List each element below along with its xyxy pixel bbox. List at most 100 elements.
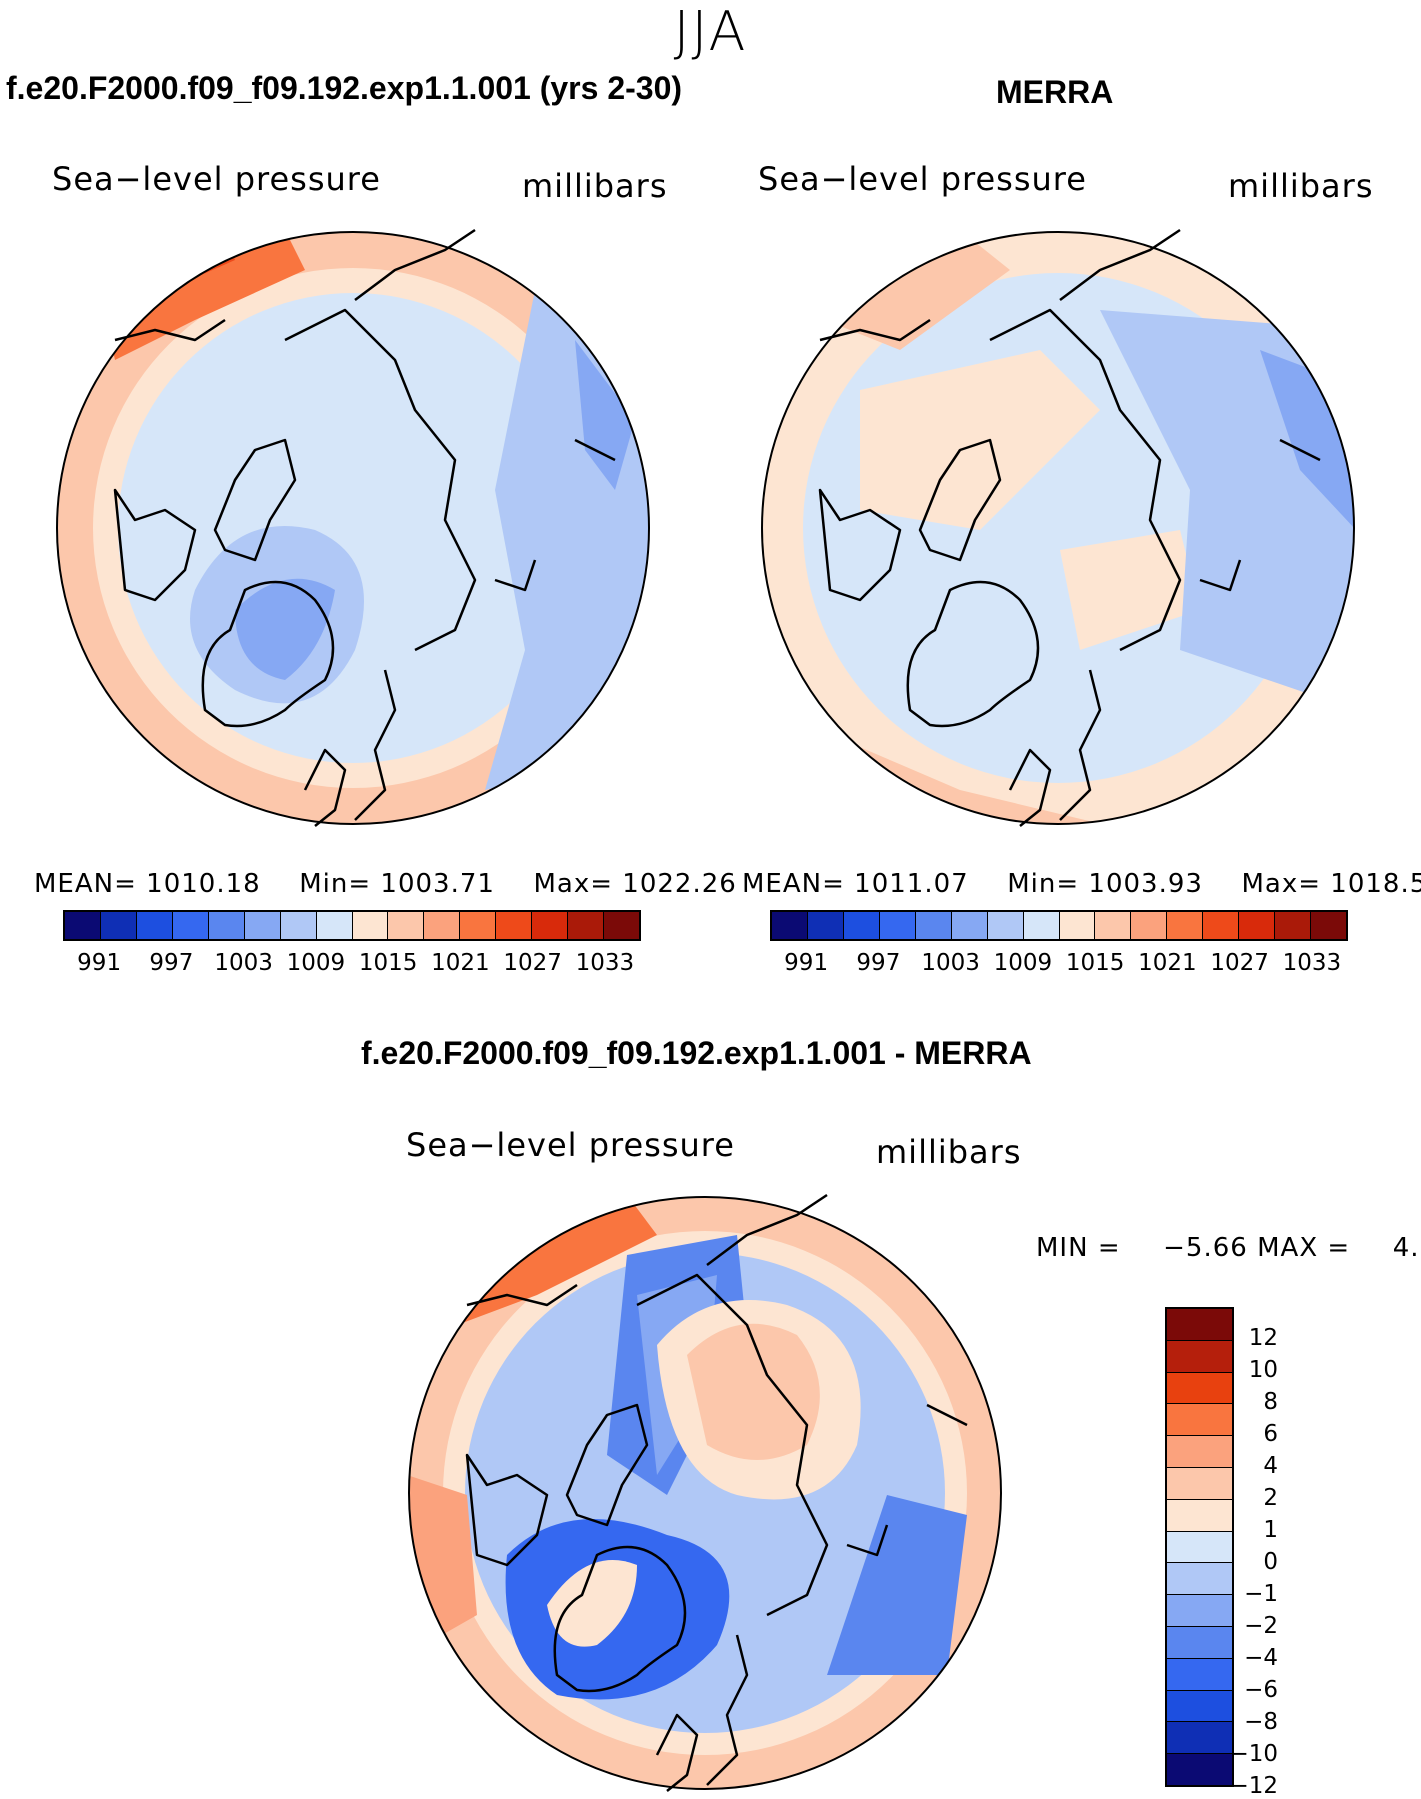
- colorbar-tick-label: −12: [1229, 1773, 1278, 1799]
- colorbar-tick-label: −6: [1244, 1677, 1278, 1703]
- diff-polar-map: [408, 1193, 1002, 1792]
- colorbar-swatch: [1167, 1467, 1232, 1500]
- colorbar-swatch: [244, 912, 281, 939]
- colorbar-tick-label: 1015: [358, 950, 418, 976]
- diff-max-value: 4.83: [1392, 1233, 1421, 1263]
- colorbar-swatch: [100, 912, 137, 939]
- colorbar-swatch: [1167, 1309, 1232, 1341]
- model-panel-title: f.e20.F2000.f09_f09.192.exp1.1.001 (yrs …: [6, 70, 683, 106]
- obs-mean-value: 1011.07: [854, 869, 969, 899]
- colorbar-swatch: [807, 912, 844, 939]
- model-min-label: Min=: [299, 869, 372, 899]
- colorbar-swatch: [65, 912, 101, 939]
- colorbar-swatch: [1167, 1563, 1232, 1596]
- colorbar-tick-label: 1021: [1138, 950, 1197, 976]
- model-max-value: 1022.26: [622, 869, 737, 899]
- colorbar-swatch: [1167, 912, 1204, 939]
- season-title: JJA: [673, 0, 748, 63]
- colorbar-swatch: [987, 912, 1024, 939]
- colorbar-tick-label: −10: [1229, 1741, 1278, 1767]
- colorbar-tick-label: 1015: [1065, 950, 1125, 976]
- colorbar-swatch: [879, 912, 916, 939]
- colorbar-tick-label: 1009: [993, 950, 1053, 976]
- model-min-value: 1003.71: [380, 869, 495, 899]
- colorbar-swatch: [280, 912, 317, 939]
- colorbar-swatch: [1167, 1754, 1232, 1785]
- model-units-label: millibars: [522, 167, 668, 205]
- colorbar-swatch: [772, 912, 808, 939]
- colorbar-tick-label: 4: [1263, 1453, 1278, 1479]
- obs-min-label: Min=: [1007, 869, 1080, 899]
- colorbar-tick-label: 1027: [1210, 950, 1269, 976]
- colorbar-tick-label: 1033: [575, 950, 635, 976]
- colorbar-swatch: [388, 912, 425, 939]
- obs-units-label: millibars: [1228, 167, 1374, 205]
- colorbar-tick-label: 991: [77, 950, 122, 976]
- colorbar-swatch: [843, 912, 880, 939]
- colorbar-tick-label: −8: [1244, 1709, 1278, 1735]
- colorbar-tick-label: 1027: [503, 950, 562, 976]
- colorbar-swatch: [424, 912, 461, 939]
- colorbar-swatch: [1167, 1404, 1232, 1437]
- colorbar-tick-label: 12: [1248, 1325, 1278, 1351]
- colorbar-swatch: [316, 912, 353, 939]
- colorbar-swatch: [1167, 1531, 1232, 1564]
- colorbar-tick-label: 6: [1263, 1421, 1278, 1447]
- colorbar-swatch: [460, 912, 497, 939]
- obs-polar-map: [761, 228, 1355, 827]
- colorbar-tick-label: 10: [1248, 1357, 1278, 1383]
- colorbar-swatch: [1167, 1340, 1232, 1373]
- colorbar-swatch: [1275, 912, 1312, 939]
- colorbar-tick-label: 1033: [1282, 950, 1342, 976]
- colorbar-swatch: [1167, 1436, 1232, 1468]
- colorbar-tick-label: −2: [1244, 1613, 1278, 1639]
- obs-max-label: Max=: [1241, 869, 1322, 899]
- colorbar-swatch: [1167, 1722, 1232, 1755]
- obs-variable-label: Sea−level pressure: [758, 160, 1087, 198]
- colorbar-swatch: [568, 912, 605, 939]
- diff-variable-label: Sea−level pressure: [406, 1126, 735, 1164]
- colorbar-tick-label: 1009: [286, 950, 346, 976]
- obs-mean-label: MEAN=: [742, 869, 845, 899]
- obs-max-value: 1018.53: [1330, 869, 1421, 899]
- colorbar-tick-label: −4: [1244, 1645, 1278, 1671]
- colorbar-tick-label: −1: [1244, 1581, 1278, 1607]
- colorbar-swatch: [1167, 1372, 1232, 1405]
- colorbar-swatch: [1131, 912, 1168, 939]
- model-polar-map: [56, 228, 650, 827]
- colorbar-swatch: [1167, 1658, 1232, 1691]
- diff-min-value: −5.66: [1163, 1233, 1248, 1263]
- diff-min-label: MIN =: [1036, 1233, 1121, 1263]
- colorbar-swatch: [1167, 1595, 1232, 1627]
- obs-colorbar: [770, 910, 1348, 941]
- colorbar-tick-label: 1003: [214, 950, 273, 976]
- colorbar-swatch: [1239, 912, 1276, 939]
- diff-units-label: millibars: [876, 1133, 1022, 1171]
- colorbar-tick-label: 2: [1263, 1485, 1278, 1511]
- diff-colorbar: [1165, 1307, 1234, 1787]
- colorbar-tick-label: 1003: [921, 950, 980, 976]
- model-max-label: Max=: [533, 869, 614, 899]
- model-colorbar: [63, 910, 641, 941]
- model-variable-label: Sea−level pressure: [52, 160, 381, 198]
- colorbar-tick-label: 997: [149, 950, 194, 976]
- colorbar-tick-label: 8: [1263, 1389, 1278, 1415]
- colorbar-swatch: [1167, 1499, 1232, 1532]
- colorbar-swatch: [532, 912, 569, 939]
- colorbar-tick-label: 1: [1263, 1517, 1278, 1543]
- colorbar-swatch: [1167, 1690, 1232, 1723]
- diff-max-label: MAX =: [1257, 1233, 1351, 1263]
- colorbar-swatch: [1059, 912, 1096, 939]
- colorbar-swatch: [1095, 912, 1132, 939]
- obs-min-value: 1003.93: [1088, 869, 1203, 899]
- colorbar-tick-label: 997: [856, 950, 901, 976]
- colorbar-swatch: [1023, 912, 1060, 939]
- colorbar-swatch: [172, 912, 209, 939]
- diff-panel-title: f.e20.F2000.f09_f09.192.exp1.1.001 - MER…: [361, 1035, 1032, 1071]
- colorbar-swatch: [915, 912, 952, 939]
- colorbar-swatch: [208, 912, 245, 939]
- colorbar-swatch: [951, 912, 988, 939]
- colorbar-tick-label: 991: [784, 950, 829, 976]
- obs-panel-title: MERRA: [996, 74, 1114, 110]
- colorbar-swatch: [1203, 912, 1240, 939]
